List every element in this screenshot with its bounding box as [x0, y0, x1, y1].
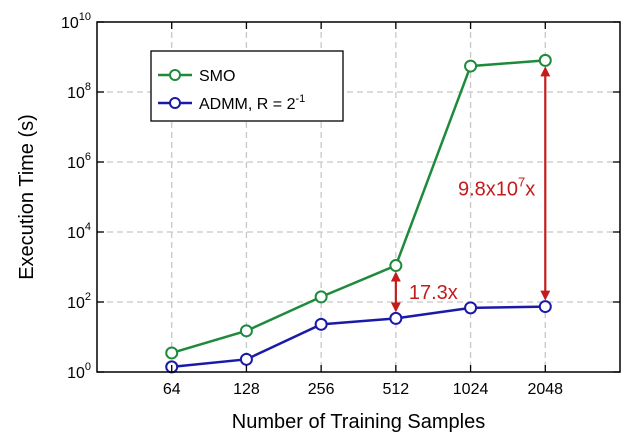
x-tick-labels: 64 128 256 512 1024 2048: [163, 22, 563, 398]
x-tick-label: 2048: [527, 381, 563, 398]
series-line-0: [171, 59, 546, 355]
legend-label-1: ADMM, R = 2-1: [199, 93, 305, 113]
x-axis-label: Number of Training Samples: [232, 411, 485, 433]
legend: SMO ADMM, R = 2-1: [150, 50, 344, 122]
ratio-label-1: 9.8x107x: [458, 174, 535, 200]
x-tick-label: 64: [163, 381, 181, 398]
annotations-layer: 17.3x 9.8x107x: [390, 66, 551, 313]
x-tick-label: 128: [233, 381, 260, 398]
legend-label-0: SMO: [199, 68, 235, 85]
y-tick-label: 1010: [61, 11, 91, 32]
legend-marker-1: [169, 97, 181, 109]
series-line-1: [171, 305, 546, 369]
x-tick-label: 1024: [453, 381, 489, 398]
x-tick-label: 256: [308, 381, 335, 398]
data-point-0-4: [464, 59, 478, 73]
ratio-label-0: 17.3x: [409, 282, 458, 304]
data-point-1-5: [538, 300, 552, 314]
data-point-1-3: [389, 311, 403, 325]
y-tick-labels: 100 102 104 106 108 1010: [61, 11, 620, 382]
data-point-0-2: [314, 290, 328, 304]
plot-frame: [96, 21, 621, 373]
y-axis-label: Execution Time (s): [16, 114, 38, 280]
legend-marker-0: [169, 69, 181, 81]
x-tick-label: 512: [383, 381, 410, 398]
legend-box: [150, 50, 344, 122]
series-layer: [165, 53, 552, 374]
data-point-0-3: [389, 259, 403, 273]
y-tick-label: 100: [67, 361, 91, 382]
y-tick-label: 106: [67, 151, 91, 172]
data-point-1-4: [464, 301, 478, 315]
y-tick-label: 102: [67, 291, 91, 312]
data-point-0-1: [239, 324, 253, 338]
data-point-1-1: [239, 352, 253, 366]
data-point-0-0: [165, 346, 179, 360]
y-tick-label: 104: [67, 221, 91, 242]
y-tick-label: 108: [67, 81, 91, 102]
data-point-0-5: [538, 53, 552, 67]
data-point-1-2: [314, 317, 328, 331]
